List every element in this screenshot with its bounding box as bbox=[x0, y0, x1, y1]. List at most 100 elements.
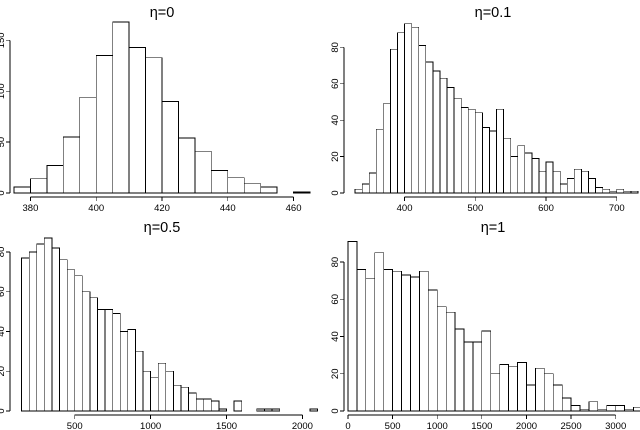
x-tick-label: 460 bbox=[286, 203, 302, 214]
histogram-bar bbox=[74, 275, 83, 412]
y-tick-label: 40 bbox=[0, 326, 7, 337]
histogram-bar bbox=[36, 243, 45, 412]
histogram-bar bbox=[30, 178, 48, 194]
histogram-bar bbox=[382, 103, 391, 194]
x-tick-label: 420 bbox=[154, 203, 170, 214]
histogram-bar bbox=[95, 55, 114, 194]
histogram-bar bbox=[616, 188, 625, 194]
histogram-bar bbox=[119, 331, 129, 412]
histogram-bar bbox=[531, 158, 540, 194]
y-tick-label: 50 bbox=[0, 137, 7, 148]
histogram-bar bbox=[588, 401, 599, 412]
panel-title: η=0 bbox=[150, 5, 175, 21]
histogram-bar bbox=[489, 130, 497, 194]
histogram-bar bbox=[374, 252, 385, 412]
histogram-bar bbox=[418, 45, 427, 194]
histogram-bar bbox=[390, 48, 398, 194]
x-tick-label: 440 bbox=[220, 203, 236, 214]
histogram-bar bbox=[194, 150, 212, 194]
x-tick-label: 1000 bbox=[427, 421, 448, 430]
histogram-bar bbox=[517, 362, 527, 412]
x-tick-label: 1500 bbox=[216, 421, 237, 430]
panel-title: η=0.5 bbox=[144, 220, 181, 236]
histogram-bar bbox=[356, 269, 367, 412]
histogram-bar bbox=[503, 137, 512, 194]
histogram-bar bbox=[365, 278, 376, 412]
histogram-bar bbox=[79, 96, 97, 194]
y-tick-label: 40 bbox=[330, 115, 341, 126]
histogram-bar bbox=[271, 408, 281, 412]
histogram-bar bbox=[293, 191, 311, 194]
x-tick-label: 400 bbox=[397, 203, 413, 214]
histogram-bar bbox=[397, 32, 405, 194]
histogram-bar bbox=[446, 87, 455, 194]
y-tick-label: 100 bbox=[0, 83, 7, 99]
histogram-bar bbox=[543, 373, 554, 412]
histogram-bar bbox=[481, 330, 492, 412]
histogram-bar bbox=[218, 408, 227, 412]
histogram-bar bbox=[581, 170, 589, 194]
histogram-bar bbox=[233, 400, 243, 412]
histogram-bar bbox=[552, 384, 563, 412]
histogram-bar bbox=[526, 384, 536, 412]
y-tick-label: 80 bbox=[330, 42, 341, 53]
x-tick-label: 380 bbox=[23, 203, 39, 214]
histogram-bar bbox=[127, 329, 136, 412]
histogram-bar bbox=[454, 328, 465, 412]
x-tick-label: 500 bbox=[385, 421, 401, 430]
histogram-bar bbox=[180, 386, 189, 412]
histogram-bar bbox=[203, 398, 212, 412]
y-tick-label: 60 bbox=[330, 294, 341, 305]
histogram-bar bbox=[43, 237, 53, 412]
y-tick-label: 40 bbox=[330, 331, 341, 342]
histogram-bar bbox=[361, 183, 370, 194]
histogram-bar bbox=[89, 297, 98, 412]
x-tick-label: 600 bbox=[538, 203, 554, 214]
histogram-bar bbox=[436, 306, 447, 412]
histogram-bar bbox=[392, 270, 402, 412]
histogram-bar bbox=[347, 241, 358, 412]
histogram-bar bbox=[404, 23, 413, 194]
y-tick-label: 0 bbox=[330, 408, 341, 413]
x-tick-label: 3000 bbox=[605, 421, 626, 430]
histogram-bar bbox=[561, 397, 572, 412]
histogram-bar bbox=[51, 247, 60, 412]
histogram-panel-2: η=0.5 500 1000 1500 2000 0 20 40 60 80 bbox=[0, 220, 318, 430]
histogram-bar bbox=[178, 137, 196, 194]
x-tick-label: 1000 bbox=[140, 421, 161, 430]
y-tick-label: 80 bbox=[330, 257, 341, 268]
histogram-bar bbox=[21, 257, 30, 412]
histogram-bar bbox=[425, 61, 434, 194]
y-tick-label: 20 bbox=[330, 151, 341, 162]
histogram-bar bbox=[309, 408, 318, 412]
histogram-bar bbox=[595, 187, 604, 194]
histogram-bar bbox=[508, 365, 518, 412]
histogram-bar bbox=[499, 364, 509, 412]
x-tick-label: 2500 bbox=[561, 421, 582, 430]
histogram-bar bbox=[615, 405, 625, 412]
histogram-bar bbox=[630, 190, 639, 194]
x-tick-label: 1500 bbox=[471, 421, 492, 430]
x-tick-label: 2000 bbox=[516, 421, 537, 430]
histogram-bar bbox=[559, 183, 568, 194]
histogram-bar bbox=[496, 108, 504, 194]
histogram-bar bbox=[104, 309, 114, 412]
histogram-bar bbox=[606, 405, 617, 412]
histogram-bar bbox=[609, 190, 618, 194]
y-tick-label: 80 bbox=[0, 247, 7, 258]
histogram-bar bbox=[623, 190, 632, 194]
histogram-bar bbox=[383, 269, 393, 412]
histogram-bar bbox=[460, 107, 469, 194]
y-tick-label: 0 bbox=[330, 190, 341, 195]
histogram-bar bbox=[66, 269, 76, 412]
histogram-bar bbox=[432, 70, 441, 194]
histogram-bar bbox=[538, 170, 547, 194]
histogram-bar bbox=[439, 77, 448, 194]
histogram-bar bbox=[490, 373, 501, 412]
histogram-bar bbox=[112, 313, 121, 412]
histogram-bar bbox=[260, 186, 278, 194]
histogram-bar bbox=[188, 392, 197, 412]
histogram-bar bbox=[552, 170, 561, 194]
histogram-bar bbox=[410, 276, 420, 412]
histogram-bar bbox=[566, 178, 575, 194]
